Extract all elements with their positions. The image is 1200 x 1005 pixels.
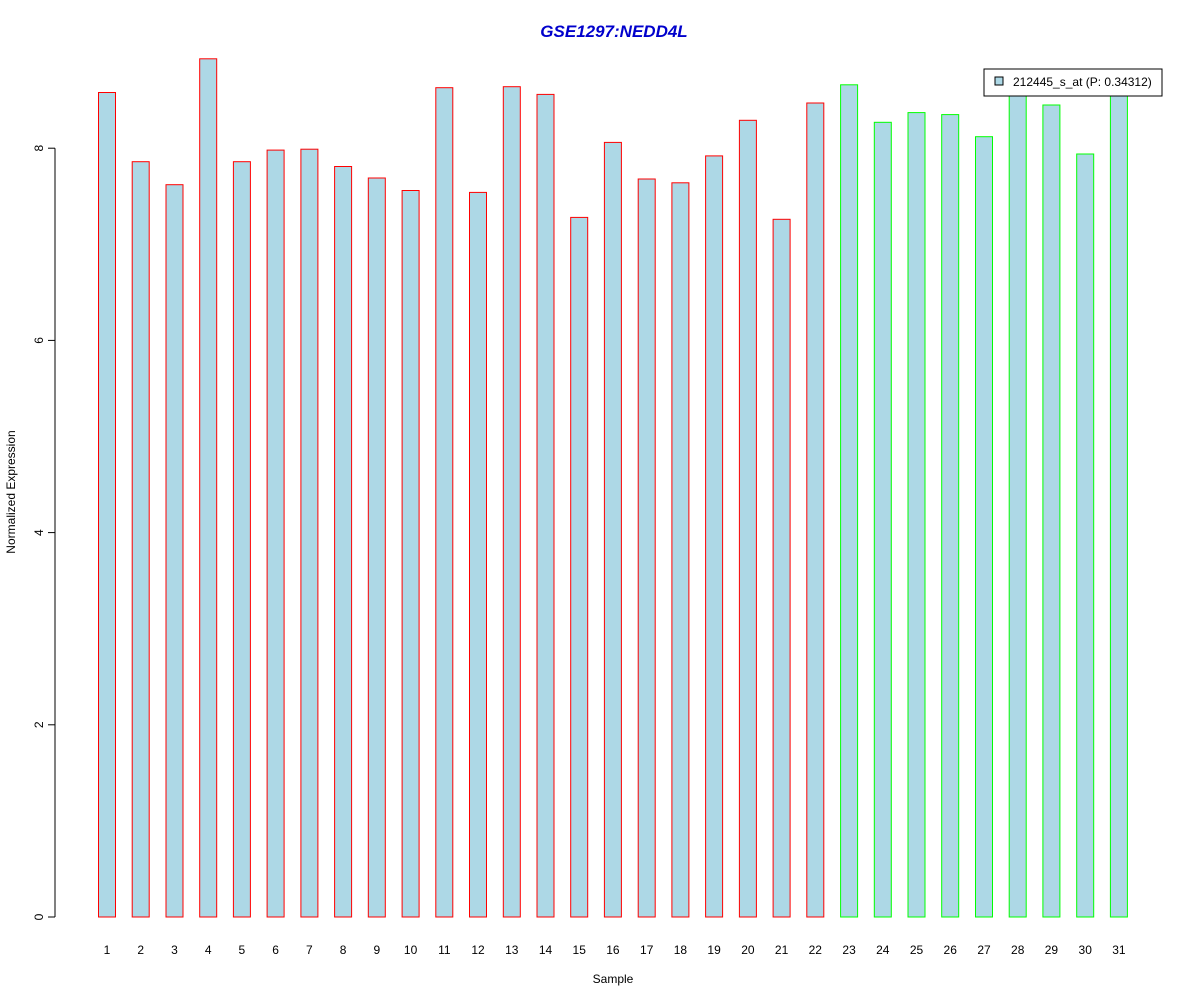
x-tick-labels: 1 2 3 4 5 6 7 8 9 10 11 12 13 14 15 16 17 18 19 20 21 22 23 24 2… [104,943,1126,957]
x-tick-label: 15 [573,943,587,957]
x-tick-label: 24 [876,943,890,957]
legend-label: 212445_s_at (P: 0.34312) [1013,75,1152,89]
x-tick-label: 27 [977,943,991,957]
bar [840,84,859,918]
x-tick-label: 28 [1011,943,1025,957]
bar [705,155,724,918]
bars [98,58,1128,918]
bar [401,190,420,918]
bar [266,149,285,918]
x-tick-label: 6 [272,943,279,957]
x-tick-label: 7 [306,943,313,957]
bar [1109,94,1128,918]
bar [637,178,656,918]
bar [502,86,521,918]
x-tick-label: 13 [505,943,519,957]
x-tick-label: 16 [606,943,620,957]
x-tick-label: 20 [741,943,755,957]
legend-box [983,68,1163,97]
y-tick-label: 0 [32,913,46,920]
y-axis-label: Normalized Expression [4,430,18,553]
x-tick-label: 18 [674,943,688,957]
x-tick-label: 1 [104,943,111,957]
bar [334,166,353,918]
bar [300,148,319,918]
bar [738,119,757,918]
y-tick-label: 6 [32,337,46,344]
x-tick-label: 23 [842,943,856,957]
x-tick-label: 22 [809,943,823,957]
bar [603,141,622,918]
bar [671,182,690,918]
x-tick-label: 30 [1079,943,1093,957]
x-tick-label: 26 [944,943,958,957]
bar [536,93,555,918]
x-tick-label: 31 [1112,943,1126,957]
bar [1042,104,1061,918]
bar [367,177,386,918]
bar [199,58,218,918]
x-tick-label: 29 [1045,943,1059,957]
bar [772,218,791,918]
x-tick-label: 5 [239,943,246,957]
bar [975,136,993,918]
x-tick-label: 2 [137,943,144,957]
bar [98,92,116,918]
bar [435,87,454,918]
legend: 212445_s_at (P: 0.34312) [983,68,1163,97]
x-tick-label: 10 [404,943,418,957]
x-tick-label: 8 [340,943,347,957]
x-tick-label: 9 [373,943,380,957]
x-tick-label: 11 [438,943,451,957]
y-tick-label: 2 [32,721,46,728]
bar [165,184,184,918]
y-axis: 0 2 4 6 8 [32,145,56,920]
x-tick-label: 3 [171,943,178,957]
bar [806,102,825,918]
x-tick-label: 14 [539,943,553,957]
x-tick-label: 17 [640,943,654,957]
bar [131,161,150,918]
x-tick-label: 19 [707,943,721,957]
x-tick-label: 12 [471,943,485,957]
x-tick-label: 4 [205,943,212,957]
bar [907,112,926,918]
bar [570,216,589,918]
bar [1008,92,1027,918]
x-tick-label: 21 [775,943,789,957]
bar [469,191,487,918]
y-tick-label: 4 [32,529,46,536]
bar [232,161,251,918]
bar [1076,153,1095,918]
x-axis-label: Sample [593,972,634,986]
bar [941,114,960,918]
y-tick-label: 8 [32,145,46,152]
x-tick-label: 25 [910,943,924,957]
chart-title: GSE1297:NEDD4L [540,22,687,41]
legend-swatch [994,76,1004,86]
bar [873,121,892,918]
